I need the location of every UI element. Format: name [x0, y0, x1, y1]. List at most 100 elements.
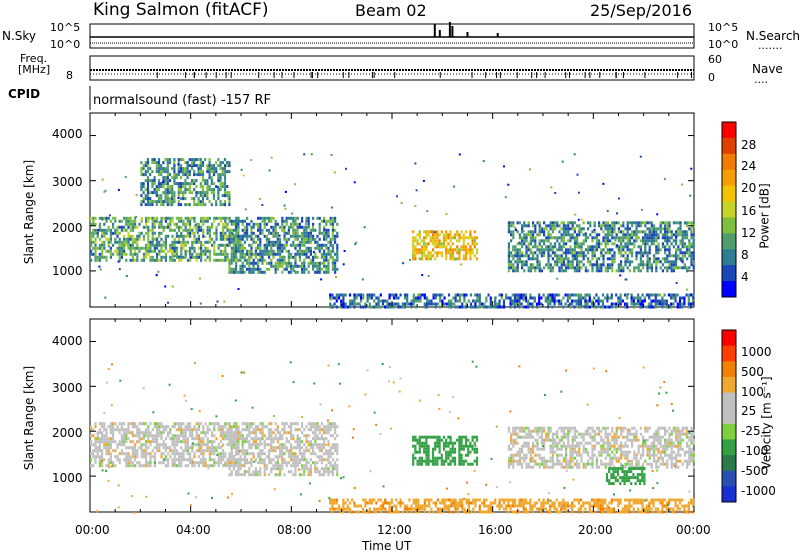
power-cell: [312, 267, 315, 271]
power-cell: [272, 252, 275, 256]
velocity-cell: [305, 464, 308, 468]
power-cell: [252, 252, 255, 256]
velocity-cell: [200, 431, 203, 435]
power-cell: [237, 240, 240, 244]
power-noise-point: [640, 208, 643, 211]
velocity-cell: [202, 455, 205, 459]
power-cell: [639, 224, 642, 228]
power-cell: [180, 234, 183, 238]
power-cell: [193, 231, 196, 235]
power-cell: [626, 296, 629, 300]
velocity-cell: [425, 462, 428, 466]
power-cell: [516, 266, 519, 270]
power-cell: [283, 255, 286, 259]
power-cell: [199, 185, 202, 189]
power-cell: [186, 170, 189, 174]
power-cell: [639, 239, 642, 243]
power-cell: [190, 182, 194, 186]
velocity-cell: [283, 431, 286, 435]
power-cell: [628, 260, 631, 264]
power-cell: [131, 246, 134, 250]
power-cell: [164, 176, 167, 180]
power-cell: [617, 296, 620, 300]
power-cell: [217, 176, 220, 180]
power-cell: [670, 254, 673, 258]
power-cell: [146, 188, 150, 192]
power-cell: [546, 299, 550, 303]
velocity-ytick-1000: 1000: [52, 471, 83, 485]
power-cell: [534, 269, 537, 273]
nave-tick-bottom: 0: [708, 71, 715, 84]
power-cell: [674, 293, 677, 297]
power-cell: [323, 249, 326, 253]
power-cell: [318, 246, 321, 250]
power-cell: [90, 258, 93, 262]
power-cell: [686, 257, 689, 261]
power-cell: [201, 200, 205, 204]
velocity-cell: [434, 459, 437, 463]
power-cell: [283, 231, 286, 235]
power-cell: [195, 179, 198, 183]
power-cell: [454, 305, 457, 309]
power-cell: [436, 242, 439, 246]
power-cell: [664, 233, 667, 237]
power-cell: [221, 173, 224, 177]
power-cell: [644, 245, 647, 249]
velocity-cell: [323, 443, 326, 447]
power-cell: [666, 230, 669, 234]
power-cell: [632, 302, 635, 306]
power-cell: [283, 246, 286, 250]
velocity-cell: [243, 470, 246, 474]
power-cell: [191, 252, 194, 256]
velocity-cell: [233, 422, 236, 426]
velocity-cell: [149, 452, 152, 456]
velocity-cell: [147, 428, 150, 432]
power-cell: [611, 266, 614, 270]
velocity-cell: [230, 437, 233, 441]
power-cell: [164, 191, 167, 195]
power-cell: [142, 167, 145, 171]
velocity-cell: [226, 434, 229, 438]
power-cell: [661, 263, 664, 267]
velocity-cbar-tick-m100: -100: [741, 444, 769, 458]
power-cell: [261, 219, 264, 223]
power-cell: [243, 219, 246, 223]
power-cell: [157, 164, 161, 168]
power-cell: [155, 161, 158, 165]
velocity-cell: [184, 437, 187, 441]
power-cell: [456, 257, 459, 261]
power-cell: [129, 246, 132, 250]
velocity-cell: [425, 444, 428, 448]
velocity-cell: [456, 438, 459, 442]
velocity-cell: [320, 446, 323, 450]
power-cell: [219, 179, 222, 183]
power-cell: [202, 243, 205, 247]
power-cell: [90, 234, 93, 238]
power-cell: [287, 228, 290, 232]
power-cell: [681, 230, 684, 234]
velocity-cell: [425, 453, 428, 457]
velocity-cell: [336, 449, 339, 453]
power-cell: [125, 258, 128, 262]
power-cell: [173, 258, 176, 262]
power-cell: [142, 234, 145, 238]
power-cell: [556, 263, 559, 267]
velocity-cell: [252, 440, 255, 444]
power-noise-point: [97, 229, 100, 232]
power-cell: [200, 225, 203, 229]
power-cell: [246, 267, 249, 271]
power-cell: [136, 252, 139, 256]
power-cell: [414, 239, 417, 243]
power-cell: [331, 228, 334, 232]
power-cell: [584, 248, 587, 252]
power-cell: [153, 216, 156, 220]
power-cell: [250, 267, 253, 271]
power-cell: [551, 299, 554, 303]
velocity-cell: [226, 461, 229, 465]
power-cell: [210, 170, 213, 174]
velocity-cell: [136, 440, 139, 444]
velocity-cell: [136, 455, 139, 459]
power-cell: [147, 246, 150, 250]
nave-label: Nave: [752, 62, 783, 76]
power-cell: [160, 243, 163, 247]
